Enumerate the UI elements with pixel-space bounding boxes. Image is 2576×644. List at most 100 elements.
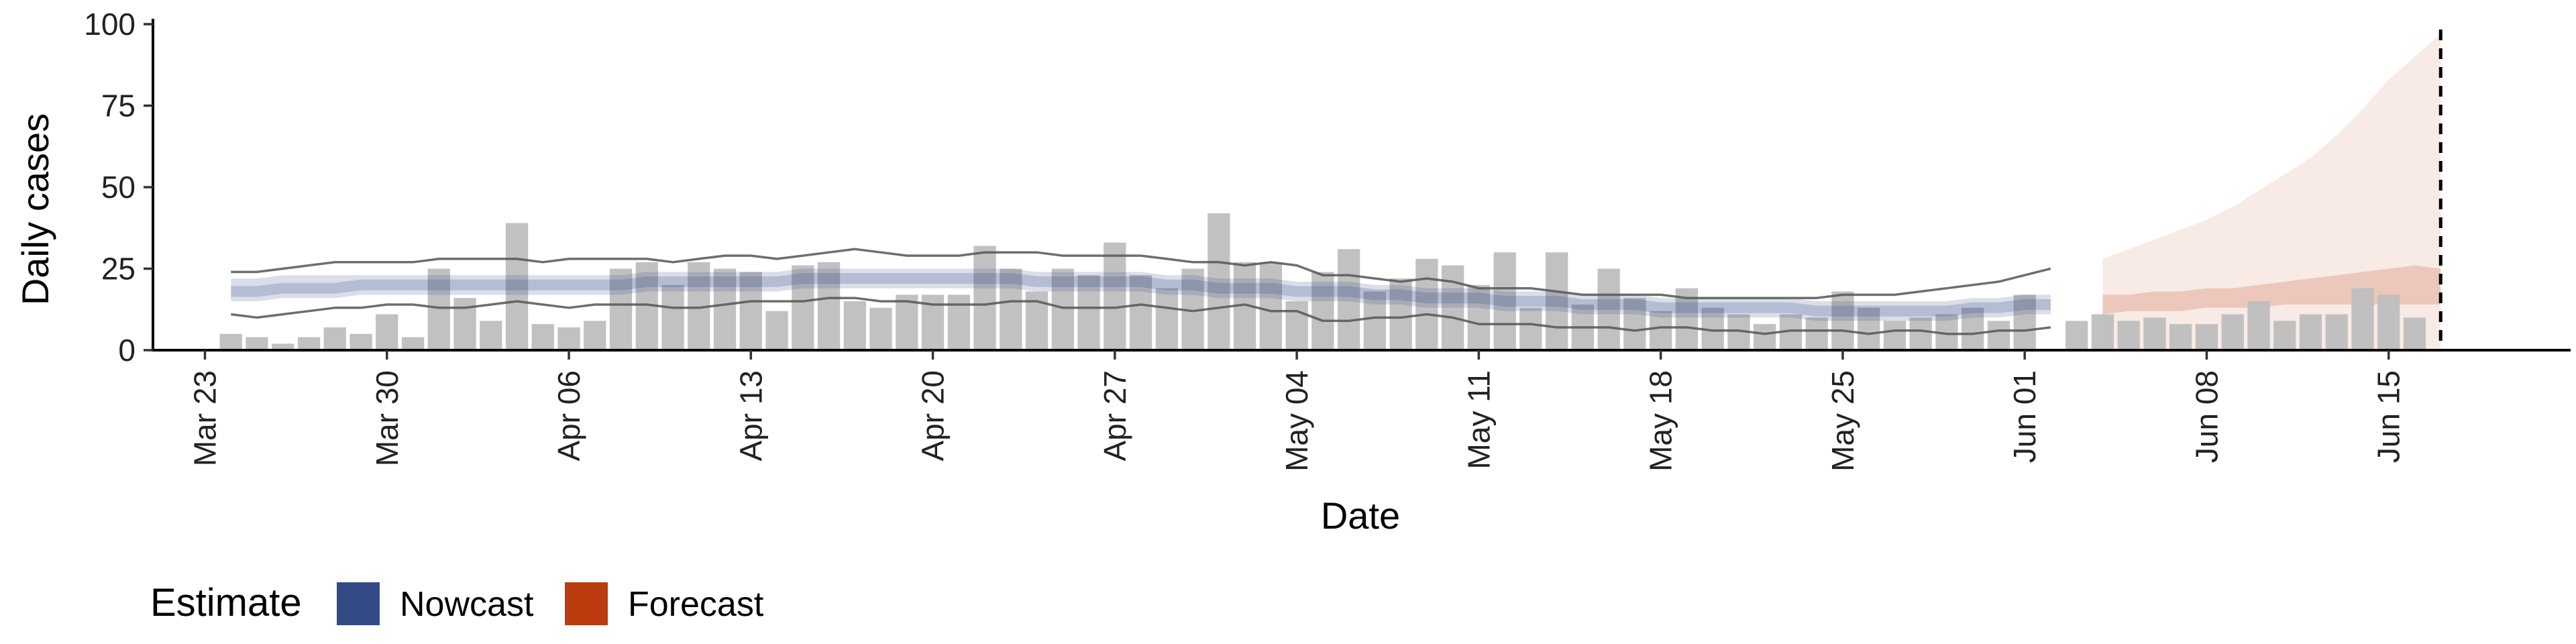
nowcast-lines <box>231 248 2051 335</box>
case-bar <box>1597 268 1620 350</box>
y-tick-label: 50 <box>101 170 136 205</box>
legend-title: Estimate <box>150 581 302 625</box>
x-tick-label: Jun 08 <box>2190 370 2224 463</box>
case-bar <box>246 337 268 350</box>
case-bar <box>2247 301 2270 350</box>
case-bar <box>1805 317 1828 350</box>
case-bar <box>350 333 372 350</box>
case-bar <box>219 333 242 350</box>
case-bar <box>1546 252 1568 350</box>
case-bar <box>1650 311 1672 350</box>
case-bar <box>2273 321 2296 350</box>
case-bar <box>739 272 762 350</box>
case-bar <box>2195 324 2218 350</box>
y-axis-title: Daily cases <box>14 113 56 305</box>
x-tick-label: Mar 30 <box>370 370 405 466</box>
case-bar <box>1883 321 1907 350</box>
x-tick-label: Jun 15 <box>2371 370 2406 463</box>
case-bar <box>2091 314 2114 350</box>
x-tick-label: Apr 13 <box>733 370 768 462</box>
case-bar <box>1208 213 1230 350</box>
case-bar <box>1519 307 1542 350</box>
case-bar <box>869 307 892 350</box>
case-bar <box>609 268 633 350</box>
case-bar <box>297 337 321 350</box>
x-tick-label: Mar 23 <box>188 370 223 466</box>
case-bar <box>1623 298 1646 350</box>
case-bar <box>323 327 346 350</box>
case-bar <box>427 268 450 350</box>
legend-key-forecast <box>565 582 608 625</box>
case-bar <box>2117 321 2140 350</box>
case-bar <box>1311 272 1334 350</box>
y-tick-label: 25 <box>101 252 136 286</box>
case-bar <box>272 343 294 350</box>
case-bar <box>765 311 788 350</box>
case-bar <box>2169 324 2192 350</box>
case-bar <box>1754 324 1776 350</box>
x-axis-title: Date <box>1321 494 1400 537</box>
case-bar <box>2221 314 2244 350</box>
case-bar <box>1155 288 1178 350</box>
tick-labels: 0 25 50 75 100 Mar 23 Mar 30 Apr 06 Apr 13 Apr 20… <box>84 7 2406 472</box>
case-bar <box>843 301 866 350</box>
case-bar <box>531 324 554 350</box>
y-tick-label: 0 <box>118 333 136 368</box>
case-bar <box>1129 275 1152 350</box>
legend-label-nowcast: Nowcast <box>400 585 534 624</box>
case-bar <box>1909 317 1932 350</box>
case-bar <box>2403 317 2426 350</box>
case-bar <box>401 337 425 350</box>
legend: Estimate Nowcast Forecast <box>150 581 764 625</box>
axes <box>152 19 2571 352</box>
case-bar <box>947 294 970 350</box>
case-bar <box>713 268 737 350</box>
case-bar <box>2065 321 2088 350</box>
case-bar <box>2351 288 2374 350</box>
case-bar <box>1259 262 1282 350</box>
case-bar <box>1962 307 1984 350</box>
case-bar <box>557 327 580 350</box>
case-bar <box>376 314 398 350</box>
case-bar <box>2143 317 2166 350</box>
case-bar <box>2377 294 2400 350</box>
case-bar <box>792 265 814 350</box>
case-bar <box>973 246 996 350</box>
nowcast-inner-band <box>231 268 2051 321</box>
case-bar <box>480 321 502 350</box>
x-tick-label: Apr 27 <box>1097 370 1132 462</box>
case-bar <box>1051 268 1074 350</box>
case-bar <box>1077 275 1100 350</box>
case-bar <box>1363 291 1386 350</box>
case-bar <box>1415 258 1438 350</box>
x-tick-label: May 25 <box>1825 370 1860 472</box>
case-bar <box>1104 242 1126 350</box>
case-bar <box>1338 249 1360 350</box>
case-bar <box>2299 314 2322 350</box>
case-bar <box>1442 265 1464 350</box>
case-bar <box>2013 294 2036 350</box>
legend-label-forecast: Forecast <box>628 585 764 624</box>
case-bar <box>661 284 684 350</box>
nowcast-upper-line <box>231 248 2051 299</box>
x-tick-label: Apr 06 <box>551 370 586 462</box>
x-tick-label: Apr 20 <box>916 370 951 462</box>
nowcast-lower-line <box>231 297 2051 335</box>
x-tick-label: May 18 <box>1644 370 1678 472</box>
case-bar <box>1467 284 1490 350</box>
case-bar <box>817 262 841 350</box>
case-bar <box>2325 314 2348 350</box>
x-tick-label: May 11 <box>1461 370 1496 469</box>
nowcast-median-line <box>231 273 2051 317</box>
y-tick-label: 100 <box>84 7 136 42</box>
case-bar <box>1000 268 1022 350</box>
y-tick-label: 75 <box>101 89 136 123</box>
case-bar <box>1831 291 1854 350</box>
case-bar <box>584 321 606 350</box>
case-bar <box>505 223 529 350</box>
case-bar <box>1987 321 2010 350</box>
forecast-outer-band <box>2102 34 2441 350</box>
case-bar <box>1858 307 1880 350</box>
x-tick-label: May 04 <box>1279 370 1314 472</box>
